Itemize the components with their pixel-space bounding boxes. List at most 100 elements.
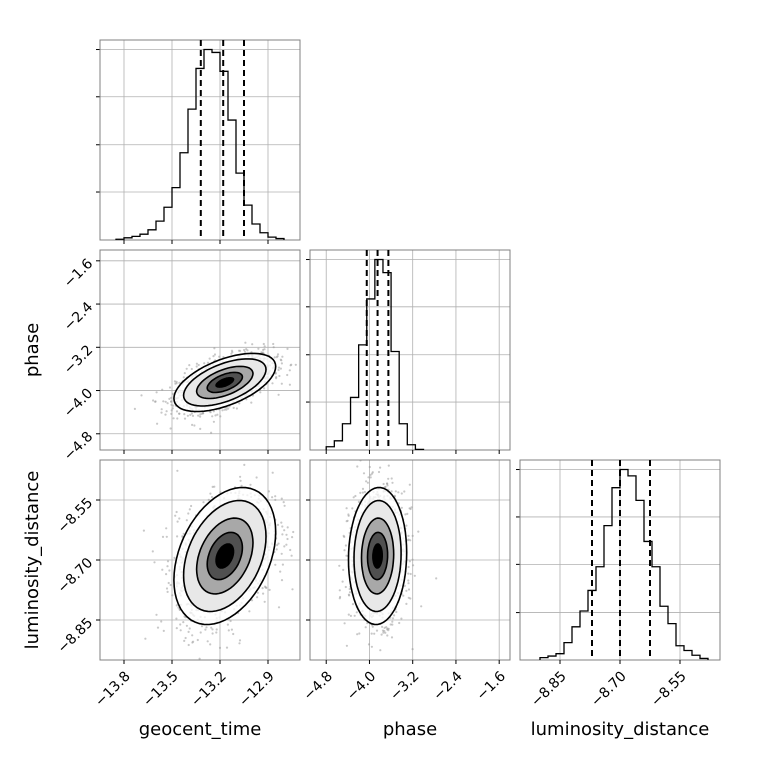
scatter-point — [165, 527, 168, 530]
scatter-point — [391, 623, 394, 626]
scatter-point — [211, 632, 214, 635]
scatter-point — [243, 350, 246, 353]
scatter-point — [268, 588, 271, 592]
scatter-point — [348, 587, 351, 591]
scatter-point — [188, 508, 191, 511]
scatter-point — [263, 345, 266, 348]
scatter-point — [371, 472, 374, 475]
scatter-point — [368, 465, 371, 469]
scatter-point — [395, 610, 398, 614]
scatter-point — [390, 477, 393, 480]
scatter-point — [361, 487, 365, 490]
scatter-point — [280, 552, 283, 555]
scatter-point — [232, 443, 234, 445]
scatter-point — [407, 596, 410, 599]
scatter-point — [407, 565, 410, 569]
scatter-point — [185, 624, 188, 627]
scatter-point — [176, 469, 179, 472]
scatter-point — [167, 581, 170, 585]
scatter-point — [142, 529, 145, 532]
scatter-point — [382, 482, 385, 486]
x-tick-label: −2.4 — [430, 668, 465, 703]
scatter-point — [413, 574, 416, 577]
scatter-point — [175, 617, 178, 620]
scatter-point — [272, 346, 275, 349]
scatter-point — [165, 587, 169, 590]
y-tick-label: −1.6 — [61, 256, 96, 291]
scatter-point — [345, 644, 348, 647]
scatter-point — [355, 611, 358, 614]
scatter-point — [417, 530, 420, 533]
scatter-point — [275, 548, 278, 551]
scatter-point — [187, 643, 190, 647]
scatter-point — [227, 407, 230, 410]
scatter-point — [210, 626, 213, 629]
y-tick-label: −8.55 — [55, 495, 97, 537]
scatter-point — [279, 367, 282, 370]
scatter-point — [393, 494, 396, 497]
scatter-point — [281, 525, 284, 528]
scatter-point — [407, 534, 410, 538]
scatter-point — [206, 361, 210, 364]
contour-line — [173, 352, 277, 413]
scatter-point — [303, 548, 305, 550]
scatter-point — [172, 417, 175, 420]
scatter-point — [216, 413, 219, 416]
scatter-point — [230, 349, 234, 352]
scatter-point — [403, 490, 406, 493]
scatter-point — [276, 353, 280, 356]
scatter-point — [381, 625, 384, 629]
scatter-point — [195, 365, 198, 368]
scatter-point — [272, 342, 275, 346]
scatter-point — [251, 343, 254, 346]
scatter-point — [271, 496, 274, 499]
scatter-point — [385, 626, 388, 629]
scatter-point — [182, 376, 185, 379]
scatter-point — [175, 627, 178, 630]
scatter-point — [219, 491, 222, 494]
scatter-point — [347, 613, 350, 616]
contour-line — [195, 365, 254, 400]
scatter-point — [182, 621, 185, 624]
scatter-point — [218, 355, 221, 358]
scatter-point — [166, 565, 169, 568]
scatter-point — [342, 568, 345, 572]
scatter-point — [183, 639, 186, 643]
scatter-point — [225, 408, 228, 411]
scatter-point — [342, 534, 345, 538]
scatter-point — [292, 530, 295, 534]
scatter-point — [351, 603, 355, 606]
scatter-point — [169, 427, 172, 430]
scatter-point — [170, 409, 173, 412]
scatter-point — [263, 600, 266, 603]
scatter-points — [133, 341, 300, 434]
scatter-point — [383, 486, 387, 489]
scatter-point — [191, 423, 194, 426]
scatter-point — [188, 627, 191, 630]
scatter-point — [166, 560, 170, 563]
scatter-point — [338, 589, 341, 592]
scatter-point — [176, 520, 179, 523]
histogram-step-phase — [325, 258, 425, 450]
hist-panel-phase — [306, 249, 511, 454]
scatter-point — [285, 533, 288, 536]
scatter-point — [179, 623, 182, 626]
scatter-point — [215, 628, 218, 631]
scatter-point — [183, 413, 186, 416]
scatter-point — [211, 485, 214, 488]
scatter-point — [283, 545, 286, 548]
scatter-point — [170, 403, 173, 406]
scatter-point — [411, 648, 414, 651]
scatter-point — [263, 387, 266, 390]
scatter-point — [209, 492, 212, 495]
scatter-point — [389, 623, 392, 626]
contour-line — [347, 486, 408, 626]
scatter-point — [191, 634, 194, 637]
scatter-point — [338, 564, 341, 567]
scatter-point — [202, 411, 205, 415]
scatter-point — [238, 642, 241, 645]
scatter-point — [363, 490, 366, 494]
scatter-point — [370, 632, 373, 635]
scatter-point — [361, 491, 364, 494]
scatter-point — [184, 636, 187, 640]
